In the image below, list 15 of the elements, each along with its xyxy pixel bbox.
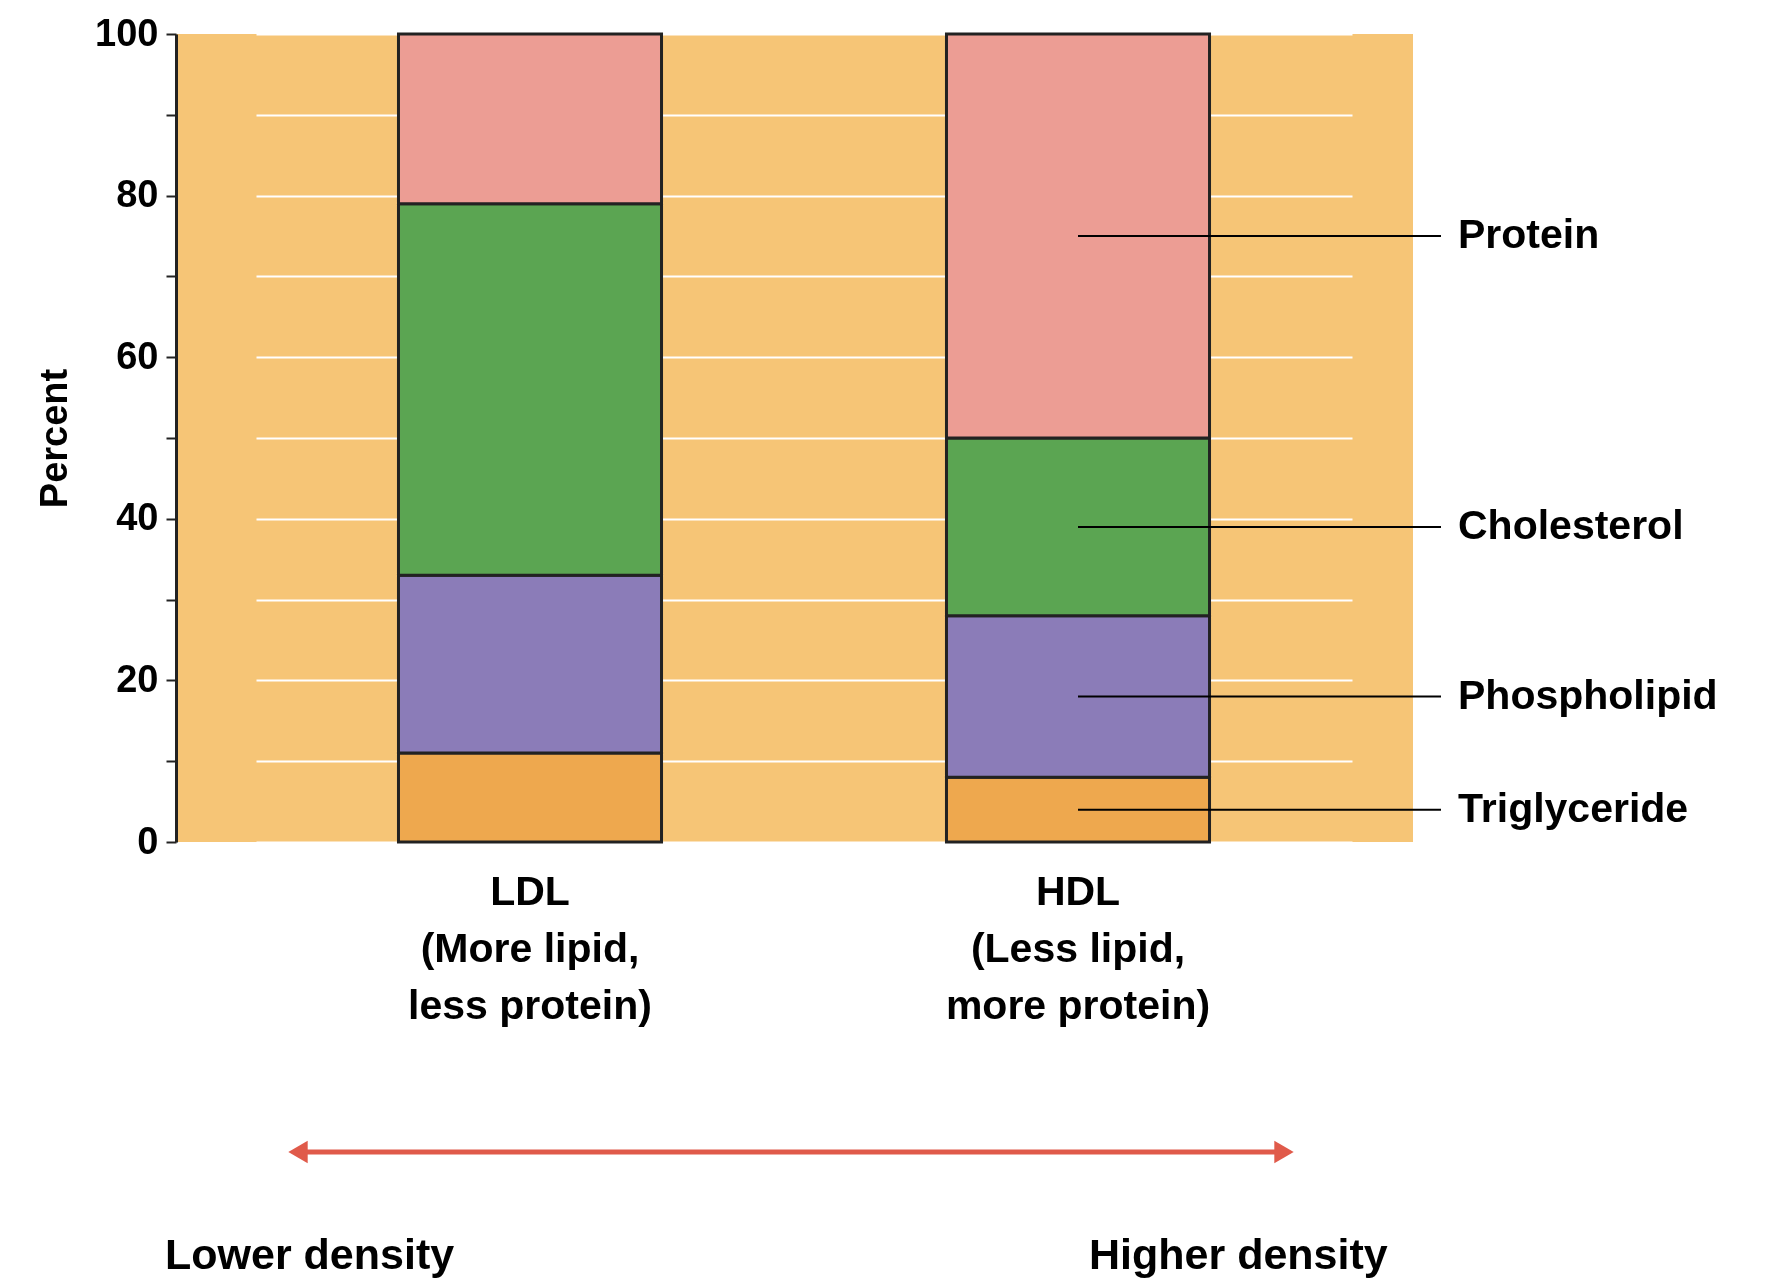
- y-tick-label: 0: [137, 819, 159, 862]
- text: Triglyceride: [1458, 784, 1689, 831]
- x-tick-label: HDL (Less lipid, more protein): [945, 867, 1211, 1028]
- y-tick-label: 60: [116, 334, 159, 377]
- y-tick-label: 40: [116, 496, 159, 539]
- text: Higher density: [1089, 1230, 1388, 1278]
- text: Lower density: [165, 1230, 455, 1278]
- text: Cholesterol: [1458, 501, 1684, 548]
- text: Phospholipid: [1458, 671, 1718, 718]
- y-tick-label: 100: [95, 11, 159, 54]
- y-axis-title: Percent: [33, 368, 76, 509]
- text: Protein: [1458, 211, 1600, 257]
- y-tick-label: 80: [116, 173, 159, 216]
- x-tick-label: LDL (More lipid, less protein): [408, 867, 652, 1028]
- y-tick-label: 20: [116, 657, 159, 700]
